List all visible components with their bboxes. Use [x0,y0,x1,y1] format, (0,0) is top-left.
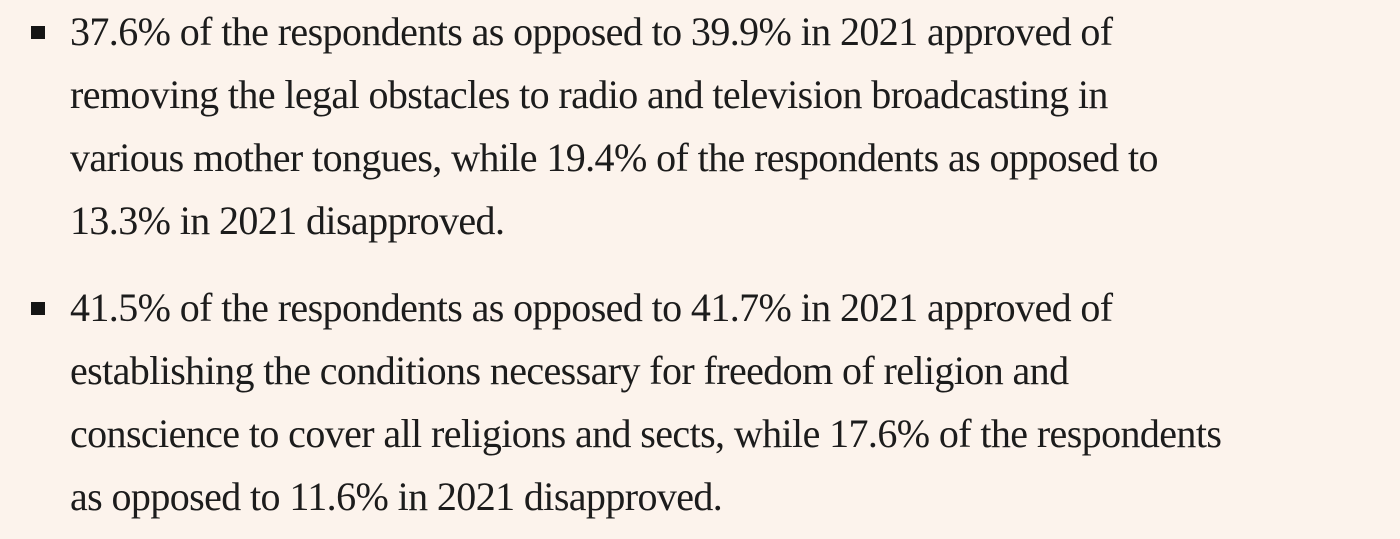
square-bullet-icon [31,302,45,315]
text-line: various mother tongues, while 19.4% of t… [70,135,1159,180]
text-line: removing the legal obstacles to radio an… [70,72,1108,117]
bullet-text: 41.5% of the respondents as opposed to 4… [70,276,1390,528]
text-line: establishing the conditions necessary fo… [70,348,1069,393]
text-line: 13.3% in 2021 disapproved. [70,198,505,243]
square-bullet-icon [31,26,45,39]
bullet-text: 37.6% of the respondents as opposed to 3… [70,0,1390,252]
text-line: conscience to cover all religions and se… [70,411,1222,456]
text-line: 41.5% of the respondents as opposed to 4… [70,285,1113,330]
text-line: as opposed to 11.6% in 2021 disapproved. [70,474,723,519]
text-line: 37.6% of the respondents as opposed to 3… [70,9,1113,54]
